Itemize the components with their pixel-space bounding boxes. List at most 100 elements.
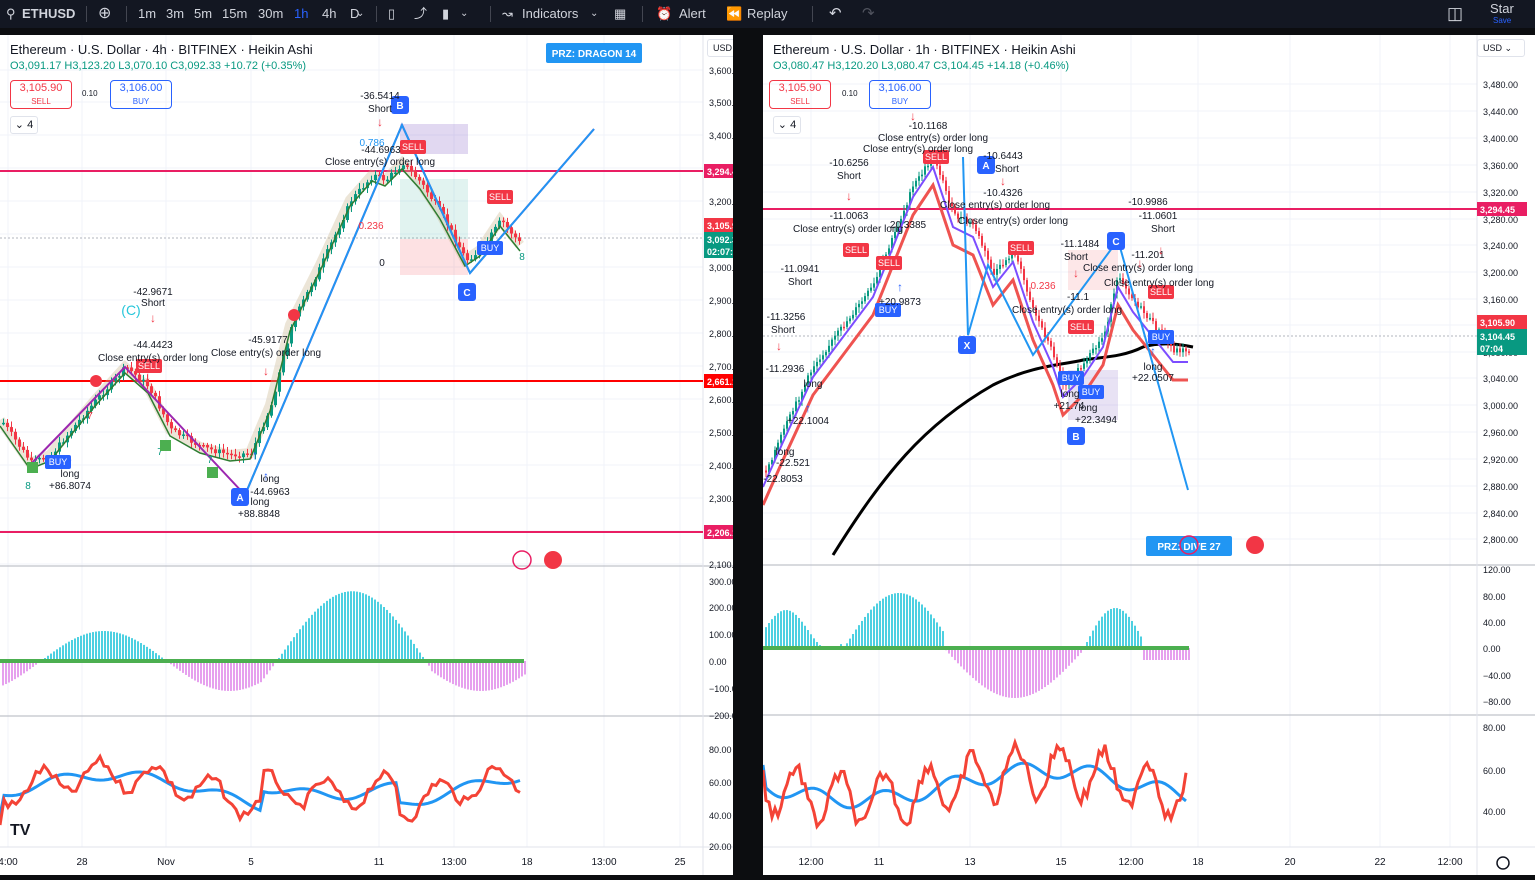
osc-bar <box>879 600 881 648</box>
candle <box>238 456 241 458</box>
search-icon[interactable]: ⚲ <box>6 6 16 21</box>
chart-canvas-1h[interactable]: 3,480.00 3,440.00 3,400.00 3,360.00 3,320.00… <box>763 35 1535 875</box>
osc-bar <box>338 593 340 661</box>
osc-bar <box>921 604 923 648</box>
candle <box>1179 348 1181 353</box>
osc-bar <box>173 661 175 667</box>
candle <box>1122 278 1124 284</box>
candle <box>831 339 833 346</box>
interval-4h[interactable]: 4h <box>322 6 337 21</box>
candle <box>1047 337 1049 341</box>
osc-bar <box>981 648 983 686</box>
chart-annotation: long <box>61 469 80 480</box>
osc-bar <box>1080 648 1082 653</box>
rsi-tick-label: 60.00 <box>1483 766 1506 776</box>
osc-bar <box>83 634 85 661</box>
candle <box>342 220 345 229</box>
candle <box>798 400 800 402</box>
interval-3m[interactable]: 3m <box>166 6 185 21</box>
candle <box>514 233 517 238</box>
indicators-button[interactable]: Indicators <box>522 6 579 21</box>
candle <box>454 229 457 243</box>
pattern-point <box>977 156 995 174</box>
candle <box>849 318 851 322</box>
buy-button[interactable]: 3,106.00 BUY <box>110 80 172 109</box>
save-label[interactable]: Save <box>1493 16 1512 25</box>
rsi-tick-label: 40.00 <box>1483 807 1506 817</box>
price-tick-label: 3,200.00 <box>709 197 733 207</box>
osc-bar <box>134 639 136 661</box>
osc-bar <box>509 661 511 684</box>
interval-30m[interactable]: 30m <box>258 6 284 21</box>
symbol-search[interactable]: ETHUSD <box>22 6 76 21</box>
osc-bar <box>149 648 151 661</box>
osc-bar <box>900 593 902 648</box>
chart-annotation: +21.74 <box>1054 401 1085 412</box>
chart-annotation: Close entry(s) order long <box>1083 263 1193 274</box>
time-tick-label: 25 <box>674 857 686 868</box>
indicators-toggle[interactable]: ⌄ 4 <box>773 116 801 134</box>
chart-panel-4h[interactable]: 3,600.003,500.003,400.003,300.003,200.00… <box>0 35 733 875</box>
chevron-down-icon[interactable]: ⌄ <box>460 8 469 19</box>
candle <box>206 445 209 448</box>
indicators-icon[interactable]: ↝ <box>502 6 513 21</box>
chart-annotation: Close entry(s) order long <box>863 144 973 155</box>
chart-panel-1h[interactable]: 3,480.00 3,440.00 3,400.00 3,360.00 3,320.00… <box>763 35 1535 875</box>
add-symbol-icon[interactable]: ⊕ <box>98 5 112 22</box>
osc-bar <box>32 661 34 667</box>
osc-bar <box>257 661 259 684</box>
currency-select[interactable]: USD ⌄ <box>707 39 733 57</box>
candle <box>354 194 357 202</box>
candle <box>218 449 221 454</box>
redo-icon[interactable]: ↷ <box>862 5 875 22</box>
price-tag-label: 3,105.90 <box>707 221 733 231</box>
time-tick-label: 15 <box>1055 857 1067 868</box>
undo-icon[interactable]: ↶ <box>829 5 842 22</box>
osc-bar <box>281 653 283 661</box>
line-chart-icon[interactable]: ⤴ <box>414 6 428 21</box>
osc-bar <box>515 661 517 681</box>
sell-button[interactable]: 3,105.90 SELL <box>10 80 72 109</box>
interval-1h[interactable]: 1h <box>294 6 309 21</box>
interval-D[interactable]: D <box>350 6 360 21</box>
candle <box>975 224 977 232</box>
osc-bar <box>359 592 361 661</box>
candle <box>1053 346 1055 358</box>
osc-bar <box>1104 613 1106 648</box>
indicators-toggle[interactable]: ⌄ 4 <box>10 116 38 134</box>
alarm-icon[interactable]: ⏰ <box>656 6 673 21</box>
osc-bar <box>11 661 13 681</box>
osc-bar <box>341 592 343 661</box>
osc-bar <box>1146 648 1148 660</box>
chevron-down-icon[interactable]: ⌄ <box>356 8 365 19</box>
bars-icon[interactable]: ▮ <box>442 6 450 21</box>
candle <box>1092 348 1094 354</box>
interval-1m[interactable]: 1m <box>138 6 157 21</box>
sell-signal-label: SELL <box>402 142 424 152</box>
star-button[interactable]: Star <box>1490 1 1514 16</box>
currency-select[interactable]: USD ⌄ <box>1477 39 1525 57</box>
osc-bar <box>969 648 971 676</box>
replay-button[interactable]: Replay <box>747 6 788 21</box>
osc-bar <box>392 616 394 661</box>
chart-canvas-4h[interactable]: 3,600.003,500.003,400.003,300.003,200.00… <box>0 35 733 875</box>
alert-button[interactable]: Alert <box>679 6 706 21</box>
layout-icon[interactable]: ▦ <box>614 6 627 21</box>
candle <box>777 442 779 450</box>
interval-15m[interactable]: 15m <box>222 6 248 21</box>
osc-bar <box>789 610 791 648</box>
sell-button[interactable]: 3,105.90 SELL <box>769 80 831 109</box>
check-icon <box>27 462 38 473</box>
buy-price: 3,106.00 <box>119 82 163 94</box>
harmonic-pattern <box>962 156 1189 491</box>
candles-icon[interactable]: ▯ <box>388 6 396 21</box>
settings-icon <box>1496 856 1510 870</box>
osc-bar <box>230 661 232 691</box>
replay-icon[interactable]: ⏪ <box>726 6 743 21</box>
buy-button[interactable]: 3,106.00 BUY <box>869 80 931 109</box>
fullscreen-icon[interactable]: ◫ <box>1447 4 1464 23</box>
candle <box>506 221 509 228</box>
sell-signal <box>923 150 949 164</box>
interval-5m[interactable]: 5m <box>194 6 213 21</box>
chevron-down-icon[interactable]: ⌄ <box>590 8 599 19</box>
